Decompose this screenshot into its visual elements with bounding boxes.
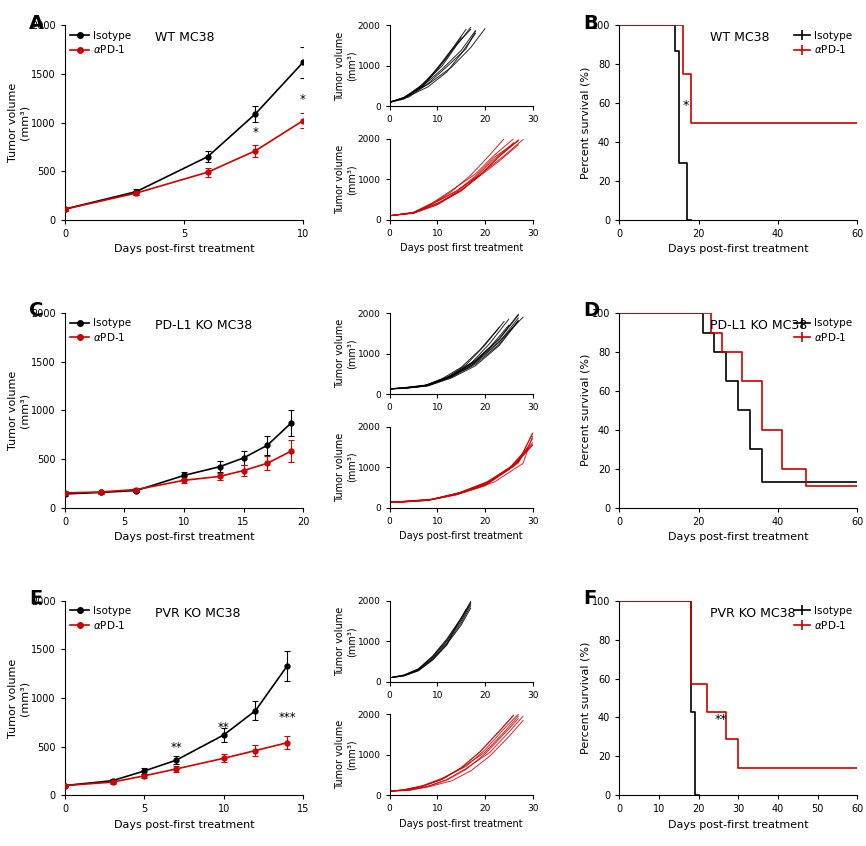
X-axis label: Days post-first treatment: Days post-first treatment	[668, 532, 809, 542]
X-axis label: Days post-first treatment: Days post-first treatment	[399, 819, 523, 829]
Y-axis label: Tumor volume
(mm³): Tumor volume (mm³)	[9, 83, 30, 162]
Legend: Isotype, $\alpha$PD-1: Isotype, $\alpha$PD-1	[792, 29, 854, 58]
Legend: Isotype, $\alpha$PD-1: Isotype, $\alpha$PD-1	[792, 604, 854, 633]
X-axis label: Days post-first treatment: Days post-first treatment	[113, 820, 255, 830]
Text: B: B	[584, 14, 598, 33]
X-axis label: Days post first treatment: Days post first treatment	[399, 244, 523, 253]
Text: **: **	[218, 721, 229, 734]
Text: *: *	[682, 99, 689, 112]
X-axis label: Days post-first treatment: Days post-first treatment	[668, 244, 809, 255]
Text: C: C	[29, 301, 43, 321]
Legend: Isotype, $\alpha$PD-1: Isotype, $\alpha$PD-1	[68, 29, 133, 58]
Y-axis label: Tumor volume
(mm³): Tumor volume (mm³)	[334, 145, 356, 214]
X-axis label: Days post-first treatment: Days post-first treatment	[668, 820, 809, 830]
Text: D: D	[584, 301, 599, 321]
X-axis label: Days post-first treatment: Days post-first treatment	[113, 244, 255, 255]
Text: PD-L1 KO MC38: PD-L1 KO MC38	[155, 319, 253, 332]
Text: **: **	[171, 741, 182, 755]
X-axis label: Days post-first treatment: Days post-first treatment	[399, 531, 523, 541]
Y-axis label: Tumor volume
(mm³): Tumor volume (mm³)	[334, 432, 356, 502]
Y-axis label: Percent survival (%): Percent survival (%)	[580, 354, 591, 466]
Legend: Isotype, $\alpha$PD-1: Isotype, $\alpha$PD-1	[68, 604, 133, 633]
Text: *: *	[253, 126, 258, 140]
Y-axis label: Tumor volume
(mm³): Tumor volume (mm³)	[334, 31, 356, 101]
Text: F: F	[584, 589, 597, 608]
Text: A: A	[29, 14, 44, 33]
Text: WT MC38: WT MC38	[710, 31, 769, 44]
X-axis label: Days post-first treatment: Days post-first treatment	[113, 532, 255, 542]
Y-axis label: Tumor volume
(mm³): Tumor volume (mm³)	[334, 607, 356, 676]
Y-axis label: Tumor volume
(mm³): Tumor volume (mm³)	[9, 371, 30, 450]
Legend: Isotype, $\alpha$PD-1: Isotype, $\alpha$PD-1	[68, 316, 133, 345]
Legend: Isotype, $\alpha$PD-1: Isotype, $\alpha$PD-1	[792, 316, 854, 345]
Text: PD-L1 KO MC38: PD-L1 KO MC38	[710, 319, 807, 332]
Text: *: *	[301, 93, 306, 106]
Y-axis label: Tumor volume
(mm³): Tumor volume (mm³)	[334, 319, 356, 388]
Text: ***: ***	[278, 711, 296, 724]
Y-axis label: Tumor volume
(mm³): Tumor volume (mm³)	[334, 720, 356, 789]
Text: WT MC38: WT MC38	[155, 31, 215, 44]
Text: PVR KO MC38: PVR KO MC38	[155, 607, 241, 619]
Y-axis label: Percent survival (%): Percent survival (%)	[580, 642, 591, 755]
Text: PVR KO MC38: PVR KO MC38	[710, 607, 795, 619]
Y-axis label: Tumor volume
(mm³): Tumor volume (mm³)	[9, 658, 30, 738]
Text: E: E	[29, 589, 42, 608]
Text: **: **	[714, 713, 727, 727]
Y-axis label: Percent survival (%): Percent survival (%)	[580, 66, 591, 179]
